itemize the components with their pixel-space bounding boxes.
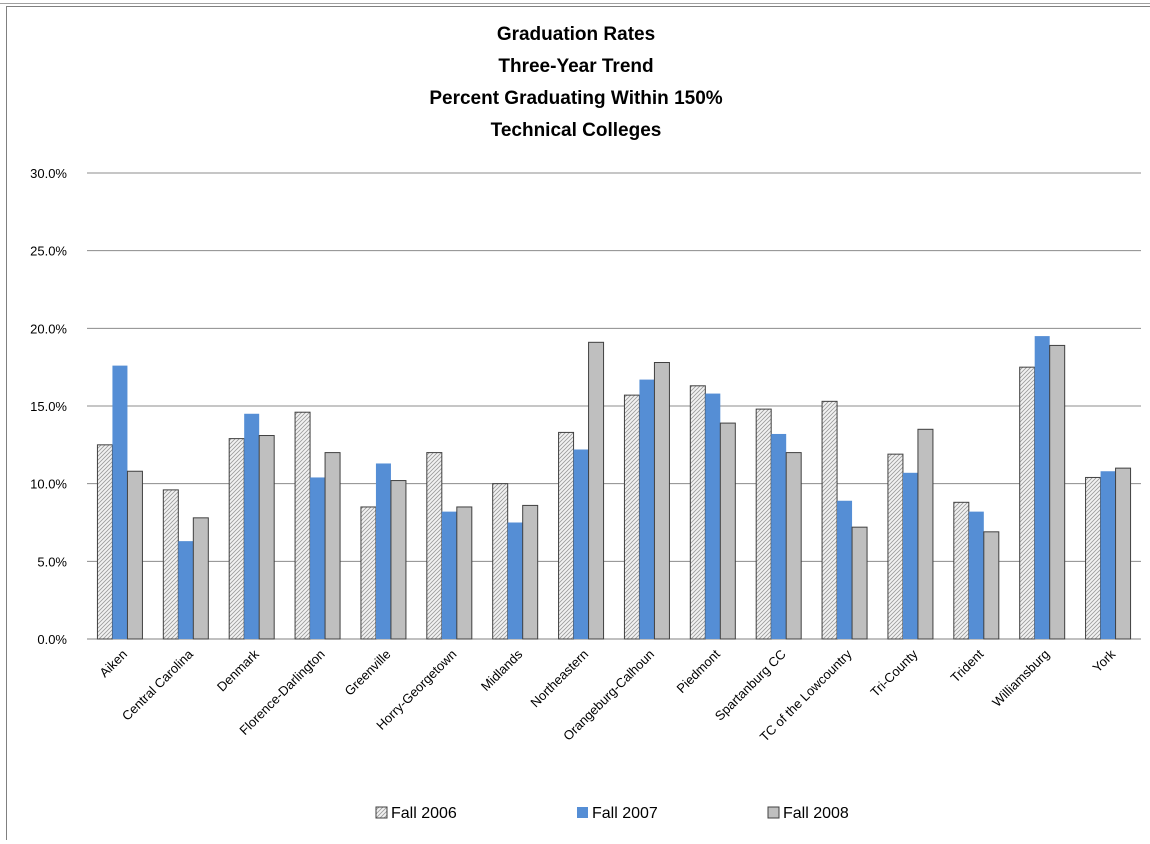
bar-fall-2008 xyxy=(390,480,407,640)
bar-fall-2006 xyxy=(294,411,311,640)
bar-fall-2006 xyxy=(492,483,509,640)
legend-label: Fall 2007 xyxy=(592,805,658,822)
bar-fall-2007 xyxy=(573,449,589,639)
bar-fall-2008 xyxy=(522,504,539,640)
bar-fall-2007 xyxy=(507,522,523,639)
bar-fall-2006 xyxy=(887,453,904,640)
y-tick-label: 15.0% xyxy=(30,399,67,414)
bar-fall-2006 xyxy=(755,408,772,640)
bar-fall-2008 xyxy=(719,422,736,640)
x-tick-label: Denmark xyxy=(214,646,262,694)
bars xyxy=(96,336,1132,640)
legend-label: Fall 2006 xyxy=(391,805,457,822)
x-tick-label: Greenville xyxy=(342,647,394,699)
bar-fall-2008 xyxy=(588,341,605,640)
x-tick-label: Trident xyxy=(948,646,987,685)
bar-fall-2006 xyxy=(360,506,377,640)
bar-fall-2006 xyxy=(1019,366,1036,640)
bar-fall-2006 xyxy=(821,400,838,640)
bar-fall-2007 xyxy=(705,393,721,639)
bar-fall-2008 xyxy=(917,428,934,640)
x-tick-label: Northeastern xyxy=(527,647,591,711)
chart-title: Graduation Rates Three-Year Trend Percent … xyxy=(429,24,722,141)
bar-fall-2006 xyxy=(228,438,245,640)
bar-fall-2006 xyxy=(953,501,970,640)
x-tick-label: Midlands xyxy=(478,646,526,694)
x-tick-label: Piedmont xyxy=(673,646,723,696)
legend-label: Fall 2008 xyxy=(783,805,849,822)
y-tick-label: 25.0% xyxy=(30,244,67,259)
bar-fall-2007 xyxy=(968,511,984,639)
bar-fall-2007 xyxy=(837,500,853,639)
y-tick-label: 20.0% xyxy=(30,321,67,336)
x-tick-label: York xyxy=(1090,646,1119,675)
x-tick-label: Tri-County xyxy=(867,646,921,700)
bar-fall-2007 xyxy=(1100,471,1116,639)
y-tick-label: 0.0% xyxy=(37,632,67,647)
legend: Fall 2006 Fall 2007 Fall 2008 xyxy=(375,805,849,822)
chart-frame: Graduation Rates Three-Year Trend Percent … xyxy=(6,6,1150,840)
bar-fall-2007 xyxy=(112,365,128,639)
x-tick-label: Williamsburg xyxy=(989,647,1052,710)
y-tick-label: 10.0% xyxy=(30,477,67,492)
bar-fall-2007 xyxy=(178,541,194,639)
bar-chart: Graduation Rates Three-Year Trend Percent … xyxy=(30,24,1141,822)
bar-fall-2008 xyxy=(126,470,143,640)
bar-fall-2007 xyxy=(902,472,918,639)
chart-title-line: Graduation Rates xyxy=(497,24,655,45)
bar-fall-2006 xyxy=(623,394,640,640)
bar-fall-2006 xyxy=(426,452,443,640)
bar-fall-2007 xyxy=(639,379,655,639)
chart-title-line: Technical Colleges xyxy=(491,120,662,141)
bar-fall-2006 xyxy=(1085,476,1102,640)
bar-fall-2007 xyxy=(244,413,260,639)
bar-fall-2008 xyxy=(1049,344,1066,640)
bar-fall-2006 xyxy=(689,385,706,640)
bar-fall-2008 xyxy=(1115,467,1132,640)
bar-fall-2008 xyxy=(456,506,473,640)
x-tick-label: Aiken xyxy=(96,647,130,681)
bar-fall-2007 xyxy=(1034,336,1050,639)
legend-swatch xyxy=(375,806,388,819)
window-top-edge xyxy=(0,0,1150,4)
bar-fall-2006 xyxy=(162,489,179,640)
bar-fall-2007 xyxy=(375,463,391,639)
bar-fall-2008 xyxy=(653,362,670,640)
bar-fall-2008 xyxy=(192,517,209,640)
bar-fall-2008 xyxy=(983,531,1000,640)
chart-title-line: Percent Graduating Within 150% xyxy=(429,88,722,109)
bar-fall-2008 xyxy=(324,452,341,640)
chart-title-line: Three-Year Trend xyxy=(498,56,653,77)
bar-fall-2007 xyxy=(771,433,787,639)
legend-swatch xyxy=(767,806,780,819)
bar-fall-2006 xyxy=(96,444,113,640)
bar-fall-2007 xyxy=(310,477,326,639)
x-tick-label: Central Carolina xyxy=(119,646,197,724)
bar-fall-2008 xyxy=(851,526,868,640)
legend-swatch xyxy=(577,807,588,818)
bar-fall-2008 xyxy=(785,452,802,640)
bar-fall-2008 xyxy=(258,435,275,640)
y-axis-tick-labels: 0.0% 5.0% 10.0% 15.0% 20.0% 25.0% 30.0% xyxy=(30,166,67,647)
y-tick-label: 5.0% xyxy=(37,554,67,569)
bar-fall-2007 xyxy=(441,511,457,639)
bar-fall-2006 xyxy=(558,431,575,640)
y-tick-label: 30.0% xyxy=(30,166,67,181)
